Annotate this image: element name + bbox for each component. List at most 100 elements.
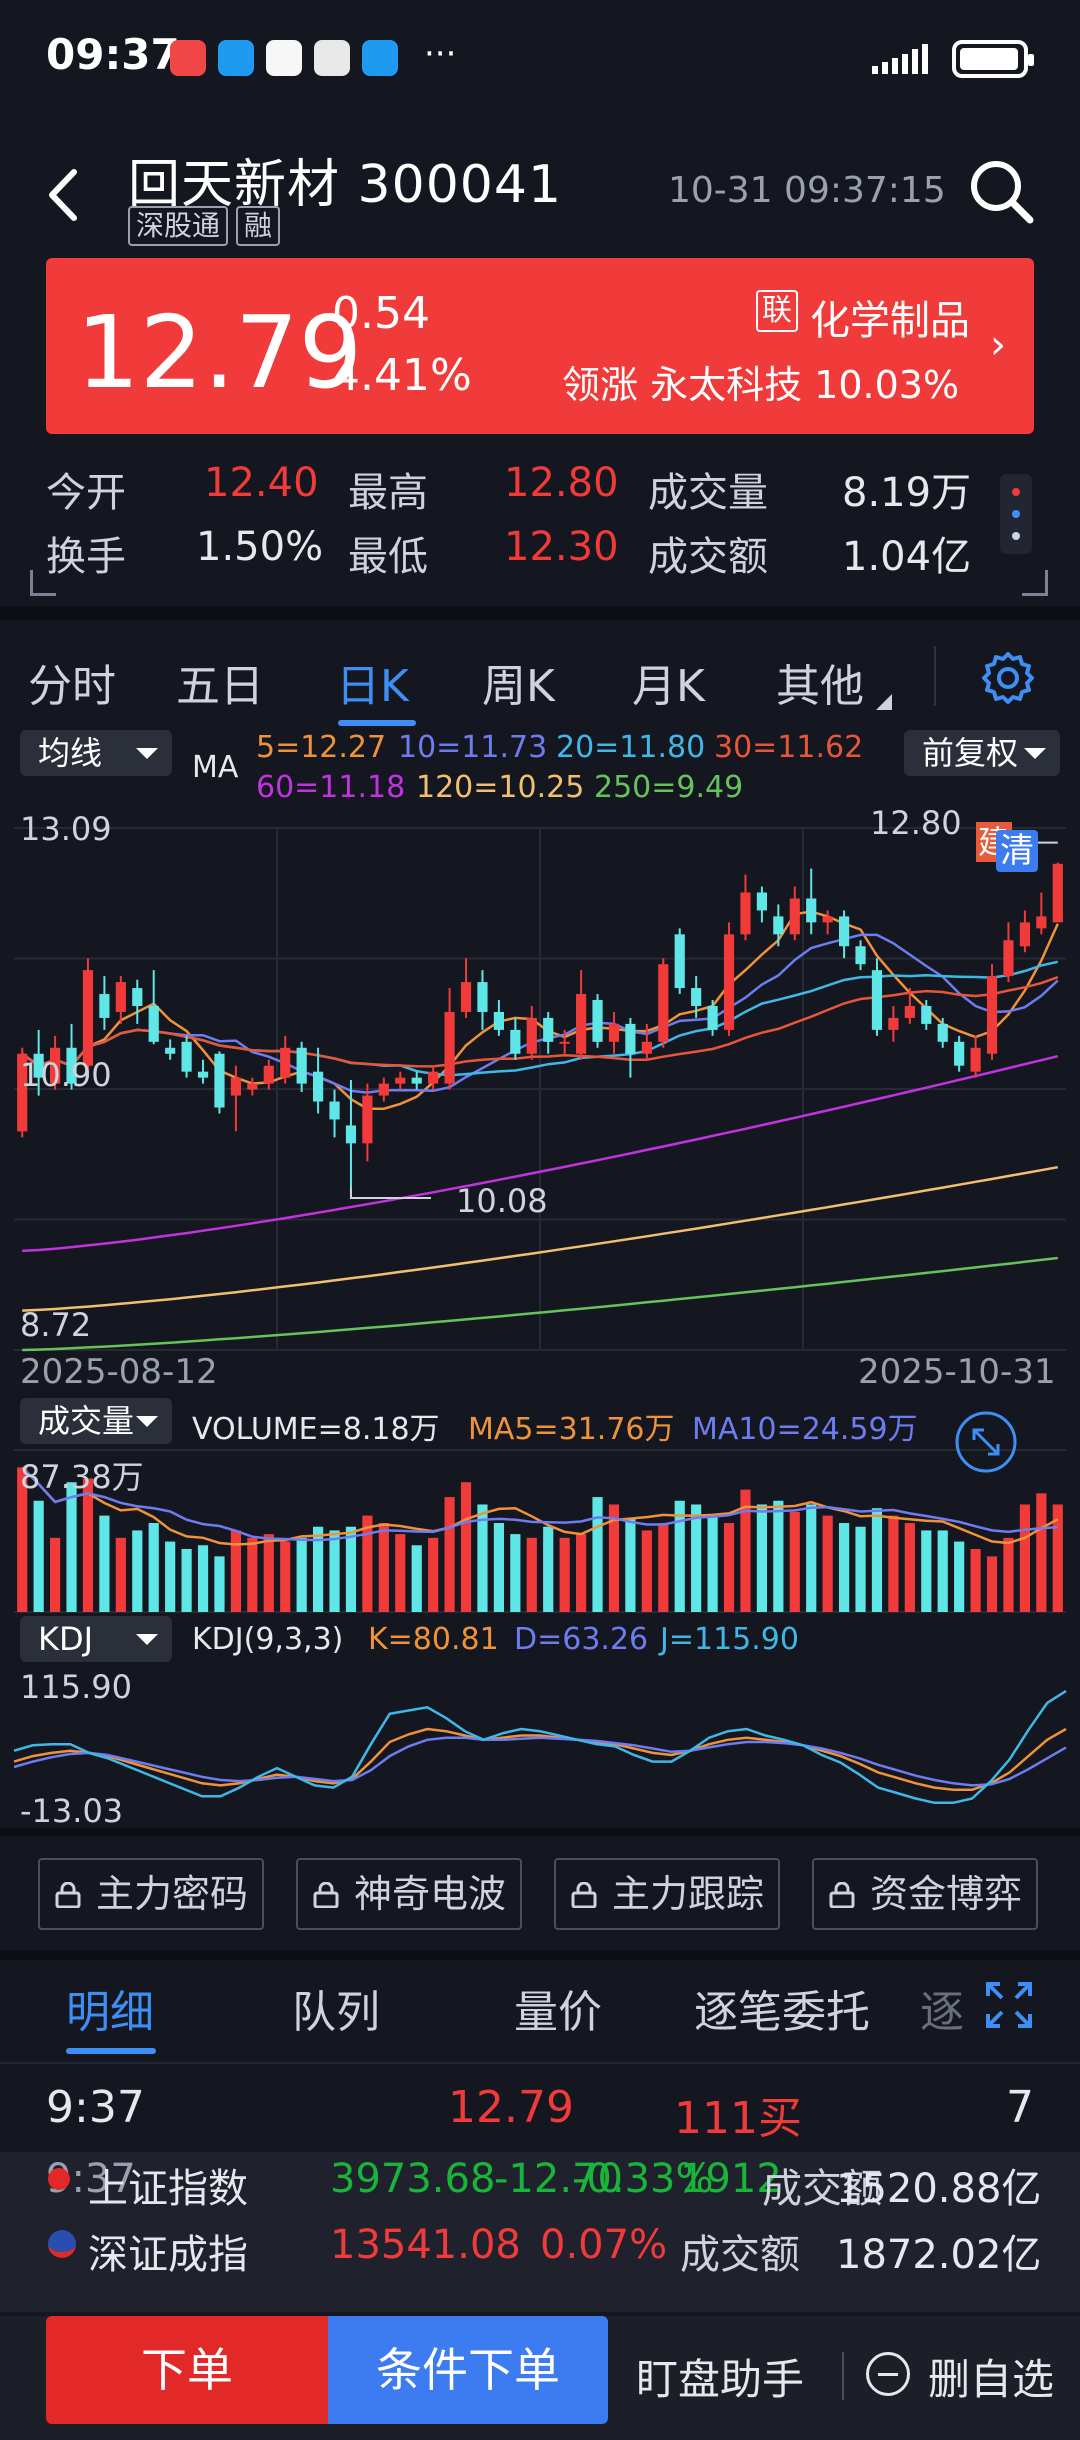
search-icon[interactable] xyxy=(966,156,1036,226)
tab-queue[interactable]: 队列 xyxy=(292,1987,380,2038)
expand-icon[interactable] xyxy=(984,1980,1034,2030)
gear-icon[interactable] xyxy=(980,650,1036,706)
kdj-k-line xyxy=(13,1727,1067,1792)
high-value: 12.80 xyxy=(504,460,619,506)
remove-watchlist-button[interactable]: 删自选 xyxy=(866,2346,1054,2407)
volume-bar xyxy=(756,1504,768,1612)
candle-body xyxy=(871,970,883,1030)
amount-label: 成交额 xyxy=(680,2232,800,2278)
volume-bar xyxy=(970,1548,981,1612)
volume-bar xyxy=(986,1556,998,1612)
tab-weekly-k[interactable]: 周K xyxy=(482,661,555,712)
order-button[interactable]: 下单 xyxy=(46,2316,328,2424)
volume-bar xyxy=(526,1537,537,1612)
adjust-selector[interactable]: 前复权 xyxy=(904,730,1060,776)
candle-body xyxy=(263,1065,274,1084)
tab-volume-price[interactable]: 量价 xyxy=(514,1987,602,2038)
candle-body xyxy=(214,1053,225,1108)
kdj-j-line xyxy=(13,1689,1067,1805)
volume-bar xyxy=(1052,1504,1063,1612)
volume-bar xyxy=(838,1523,850,1612)
candle-body xyxy=(904,1005,915,1018)
tab-overflow[interactable]: 逐 xyxy=(920,1987,964,2038)
candle-body xyxy=(115,982,126,1012)
industry-leader[interactable]: 领涨 永太科技 10.03% xyxy=(562,363,960,407)
amount-label: 成交额 xyxy=(648,534,768,580)
candle-body xyxy=(822,916,833,923)
tool-main-password[interactable]: 主力密码 xyxy=(38,1858,264,1930)
volume-bar xyxy=(871,1508,883,1612)
amount-value: 1.04亿 xyxy=(842,534,972,580)
kdj-params: KDJ(9,3,3) xyxy=(192,1622,344,1657)
ma30-line xyxy=(21,976,1059,1068)
volume-bar xyxy=(460,1482,472,1612)
tab-five-day[interactable]: 五日 xyxy=(176,661,264,712)
candle-body xyxy=(691,988,702,1006)
tool-capital-game[interactable]: 资金博弈 xyxy=(812,1858,1038,1930)
tab-intraday[interactable]: 分时 xyxy=(28,661,116,712)
watch-assistant-button[interactable]: 盯盘助手 xyxy=(636,2355,805,2404)
low-value: 12.30 xyxy=(504,524,619,570)
notification-app-icon-2 xyxy=(218,40,254,76)
candle-body xyxy=(625,1023,636,1054)
volume-bar xyxy=(723,1523,735,1612)
open-label: 今开 xyxy=(46,470,126,516)
volume-bar xyxy=(17,1467,28,1612)
fullscreen-circle-icon[interactable] xyxy=(954,1410,1018,1474)
ma-indicator-selector[interactable]: 均线 xyxy=(20,730,172,776)
candle-body xyxy=(986,976,998,1054)
volume-bar xyxy=(1003,1537,1014,1612)
kdj-min-label: -13.03 xyxy=(20,1792,124,1830)
tab-separator xyxy=(934,646,936,706)
chevron-right-icon[interactable]: › xyxy=(990,322,1006,368)
notification-icons xyxy=(170,40,398,80)
min-price-leader xyxy=(349,1187,431,1199)
date-start: 2025-08-12 xyxy=(20,1352,218,1392)
expand-corner-right-icon[interactable] xyxy=(1022,570,1048,596)
quote-datetime: 10-31 09:37:15 xyxy=(668,170,946,211)
section-divider-3 xyxy=(0,1950,1080,1960)
volume-bar xyxy=(904,1523,915,1612)
volume-bar xyxy=(937,1530,948,1612)
candle-body xyxy=(460,982,472,1012)
index-change-pct: 0.07% xyxy=(540,2222,668,2268)
more-stats-icon[interactable] xyxy=(1000,474,1032,554)
tool-main-tracking[interactable]: 主力跟踪 xyxy=(554,1858,780,1930)
conditional-order-button[interactable]: 条件下单 xyxy=(328,2316,608,2424)
volume-selector[interactable]: 成交量 xyxy=(20,1398,172,1444)
volume-value: 8.19万 xyxy=(842,470,972,516)
trade-quantity: 111买 xyxy=(674,2093,802,2144)
candle-body xyxy=(362,1095,373,1144)
tool-magic-wave[interactable]: 神奇电波 xyxy=(296,1858,522,1930)
candle-body xyxy=(1052,863,1063,923)
volume-bar xyxy=(789,1511,800,1612)
industry-name[interactable]: 化学制品 xyxy=(810,298,970,344)
back-arrow-icon[interactable] xyxy=(40,160,90,230)
index-ticker[interactable]: 9:37 上证指数 3973.68 -12.70 -0.33% 1912 成交额… xyxy=(0,2152,1080,2312)
stock-tags: 深股通 融 xyxy=(128,206,281,246)
candle-body xyxy=(329,1101,340,1120)
candle-body xyxy=(247,1083,258,1090)
ma10-value: 10=11.73 xyxy=(398,730,548,765)
tab-other[interactable]: 其他 xyxy=(776,661,864,712)
tab-monthly-k[interactable]: 月K xyxy=(632,661,705,712)
section-divider xyxy=(0,606,1080,620)
kdj-k-value: K=80.81 xyxy=(368,1622,499,1657)
tab-order-by-order[interactable]: 逐笔委托 xyxy=(694,1987,870,2038)
tab-detail[interactable]: 明细 xyxy=(66,1987,154,2038)
volume-selector-label: 成交量 xyxy=(38,1402,135,1440)
candle-body xyxy=(789,898,800,935)
expand-corner-left-icon[interactable] xyxy=(30,570,56,596)
kline-chart-area[interactable] xyxy=(0,790,1080,1850)
volume-bar xyxy=(263,1534,274,1612)
volume-bar xyxy=(444,1497,455,1612)
tag-shenzhen-connect: 深股通 xyxy=(128,206,229,246)
quote-panel: 12.79 0.54 4.41% 联 化学制品 领涨 永太科技 10.03% › xyxy=(46,258,1034,434)
volume-bar xyxy=(132,1530,143,1612)
volume-bar xyxy=(33,1500,44,1612)
badge-qing[interactable]: 清 xyxy=(996,830,1038,872)
candle-body xyxy=(937,1023,948,1042)
shenzhen-index-icon xyxy=(48,2230,76,2258)
kdj-selector[interactable]: KDJ xyxy=(20,1616,172,1662)
tab-daily-k[interactable]: 日K xyxy=(336,661,409,712)
